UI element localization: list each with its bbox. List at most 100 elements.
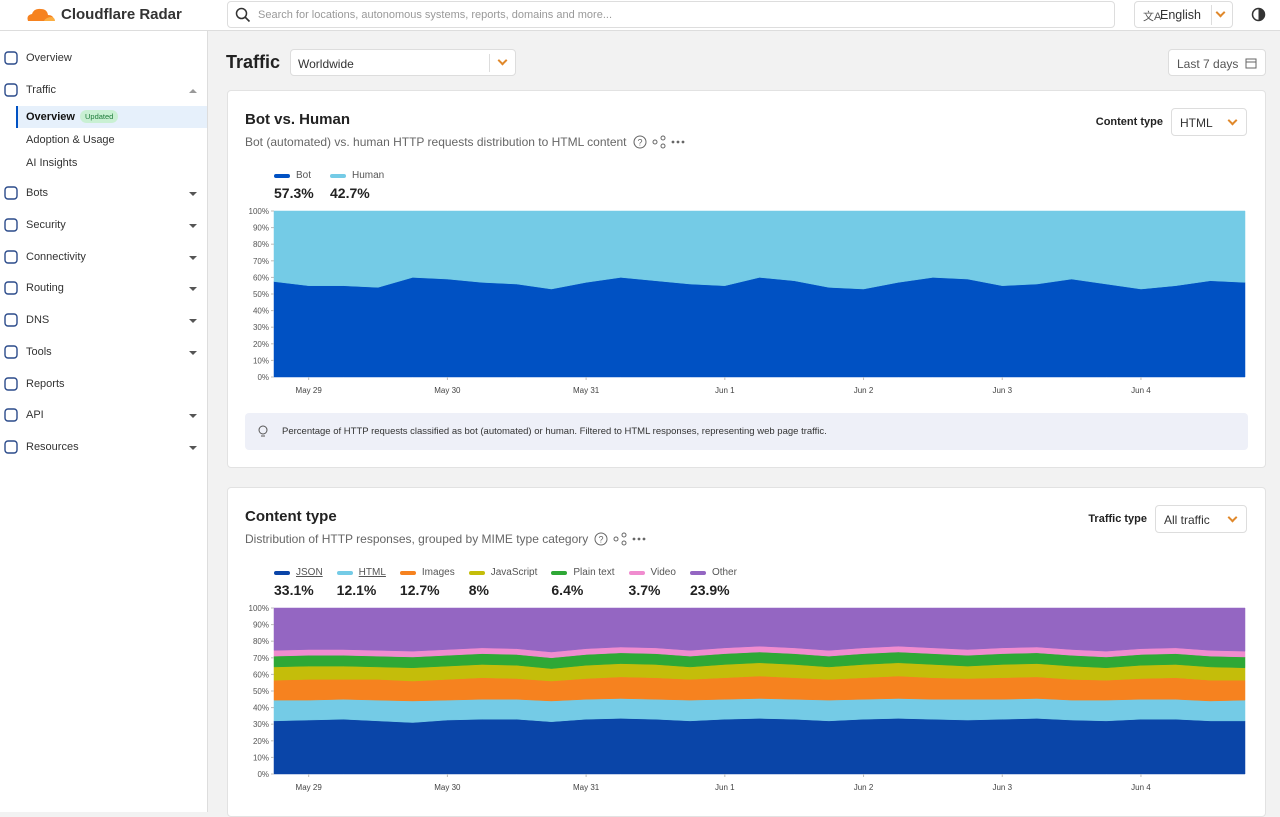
y-tick-label: 70% — [253, 654, 269, 663]
nav-subitem[interactable]: Overview — [26, 111, 75, 123]
legend-swatch — [274, 173, 290, 178]
nav-icon — [4, 440, 18, 454]
x-tick-label: May 31 — [573, 783, 600, 792]
expand-arrow — [189, 224, 197, 228]
legend: Bot 57.3% Human 42.7% — [274, 170, 384, 201]
legend-item[interactable]: JSON 33.1% — [274, 567, 323, 598]
plot: 0% 10% 20% 30% 40% 50% 60% 70% 80% 90% 100% May 29 M… — [249, 604, 1246, 792]
nav-subitem[interactable]: AI Insights — [26, 157, 78, 169]
legend-name: JSON — [296, 567, 323, 578]
x-tick-label: Jun 3 — [992, 783, 1012, 792]
legend-item[interactable]: HTML 12.1% — [336, 567, 386, 598]
y-tick-label: 90% — [253, 224, 269, 233]
control-label: Traffic type — [1088, 513, 1147, 525]
nav-item[interactable]: Resources — [26, 441, 79, 453]
legend-name-row: Video — [628, 567, 676, 578]
nav-item[interactable]: Bots — [26, 187, 49, 199]
area — [273, 210, 1246, 290]
area — [273, 607, 1246, 653]
language-select[interactable]: 文A English — [1134, 1, 1233, 28]
legend-item[interactable]: JavaScript 8% — [468, 567, 537, 598]
chart-card: Bot vs. Human Bot (automated) vs. human H… — [227, 90, 1266, 468]
legend-value: 12.7% — [399, 582, 440, 598]
control-select[interactable]: HTML — [1171, 108, 1247, 136]
legend-swatch — [399, 570, 416, 575]
legend-swatch — [330, 173, 346, 178]
chart-subtitle: Bot (automated) vs. human HTTP requests … — [245, 135, 693, 149]
legend-item[interactable]: Bot 57.3% — [274, 170, 316, 201]
legend-name: Video — [650, 567, 676, 578]
control-select[interactable]: All traffic — [1155, 505, 1247, 533]
y-tick-label: 0% — [257, 770, 269, 779]
legend-item[interactable]: Human 42.7% — [330, 170, 384, 201]
y-tick-label: 100% — [249, 207, 269, 216]
x-tick-label: Jun 2 — [854, 783, 874, 792]
brand: Cloudflare Radar — [61, 6, 182, 23]
nav-item[interactable]: Connectivity — [26, 251, 86, 263]
y-tick-label: 20% — [253, 737, 269, 746]
nav-icon — [4, 186, 18, 200]
calendar-icon — [1245, 58, 1257, 69]
location-select[interactable]: Worldwide — [290, 49, 516, 76]
y-tick-label: 50% — [253, 687, 269, 696]
x-tick-label: Jun 4 — [1131, 386, 1151, 395]
expand-arrow — [189, 256, 197, 260]
nav-item[interactable]: Tools — [26, 346, 52, 358]
control-value: HTML — [1180, 116, 1213, 130]
nav-icon — [4, 51, 18, 65]
y-tick-label: 50% — [253, 290, 269, 299]
x-tick-label: May 31 — [573, 386, 600, 395]
legend-item[interactable]: Plain text 6.4% — [551, 567, 615, 598]
updated-badge: Updated — [80, 110, 119, 123]
nav-icon — [4, 218, 18, 232]
legend-swatch — [336, 570, 353, 575]
nav-icon — [4, 313, 18, 327]
subtitle-text: Distribution of HTTP responses, grouped … — [245, 532, 589, 546]
control-value: All traffic — [1164, 513, 1210, 527]
expand-arrow — [189, 319, 197, 323]
language: English — [1160, 8, 1201, 22]
y-tick-label: 10% — [253, 356, 269, 365]
legend-item[interactable]: Video 3.7% — [628, 567, 676, 598]
y-tick-label: 80% — [253, 637, 269, 646]
nav-icon — [4, 377, 18, 391]
legend-swatch — [468, 570, 485, 575]
nav-icon — [4, 345, 18, 359]
legend-value: 33.1% — [274, 582, 314, 598]
nav-item[interactable]: API — [26, 409, 44, 421]
legend-item[interactable]: Images 12.7% — [399, 567, 455, 598]
search-box[interactable]: Search for locations, autonomous systems… — [227, 1, 1115, 28]
legend-value: 42.7% — [330, 185, 370, 201]
chevron — [497, 55, 508, 66]
nav-item[interactable]: Traffic — [26, 84, 56, 96]
chart-title: Content type — [245, 508, 337, 525]
legend-item[interactable]: Other 23.9% — [689, 567, 737, 598]
date-range-select[interactable]: Last 7 days — [1168, 49, 1266, 76]
legend-name-row: Plain text — [551, 567, 615, 578]
legend-name: Other — [711, 567, 737, 578]
legend-name-row: Other — [689, 567, 737, 578]
nav-item[interactable]: Reports — [26, 378, 65, 390]
y-tick-label: 40% — [253, 307, 269, 316]
nav-item[interactable]: Routing — [26, 282, 64, 294]
y-tick-label: 0% — [257, 373, 269, 382]
theme-toggle[interactable] — [1251, 7, 1266, 22]
legend-name: Bot — [296, 170, 312, 181]
search-placeholder: Search for locations, autonomous systems… — [258, 9, 612, 21]
nav-icon — [4, 250, 18, 264]
y-tick-label: 60% — [253, 273, 269, 282]
chevron — [1215, 7, 1226, 18]
nav-item[interactable]: Security — [26, 219, 66, 231]
nav-item[interactable]: Overview — [26, 52, 72, 64]
nav-item[interactable]: DNS — [26, 314, 50, 326]
x-tick-label: May 29 — [296, 783, 323, 792]
legend-swatch — [628, 570, 645, 575]
legend-value: 8% — [468, 582, 489, 598]
y-tick-label: 30% — [253, 720, 269, 729]
y-tick-label: 20% — [253, 340, 269, 349]
legend-value: 6.4% — [551, 582, 584, 598]
nav-subitem[interactable]: Adoption & Usage — [26, 134, 115, 146]
x-tick-label: Jun 1 — [715, 386, 735, 395]
area — [273, 718, 1246, 775]
